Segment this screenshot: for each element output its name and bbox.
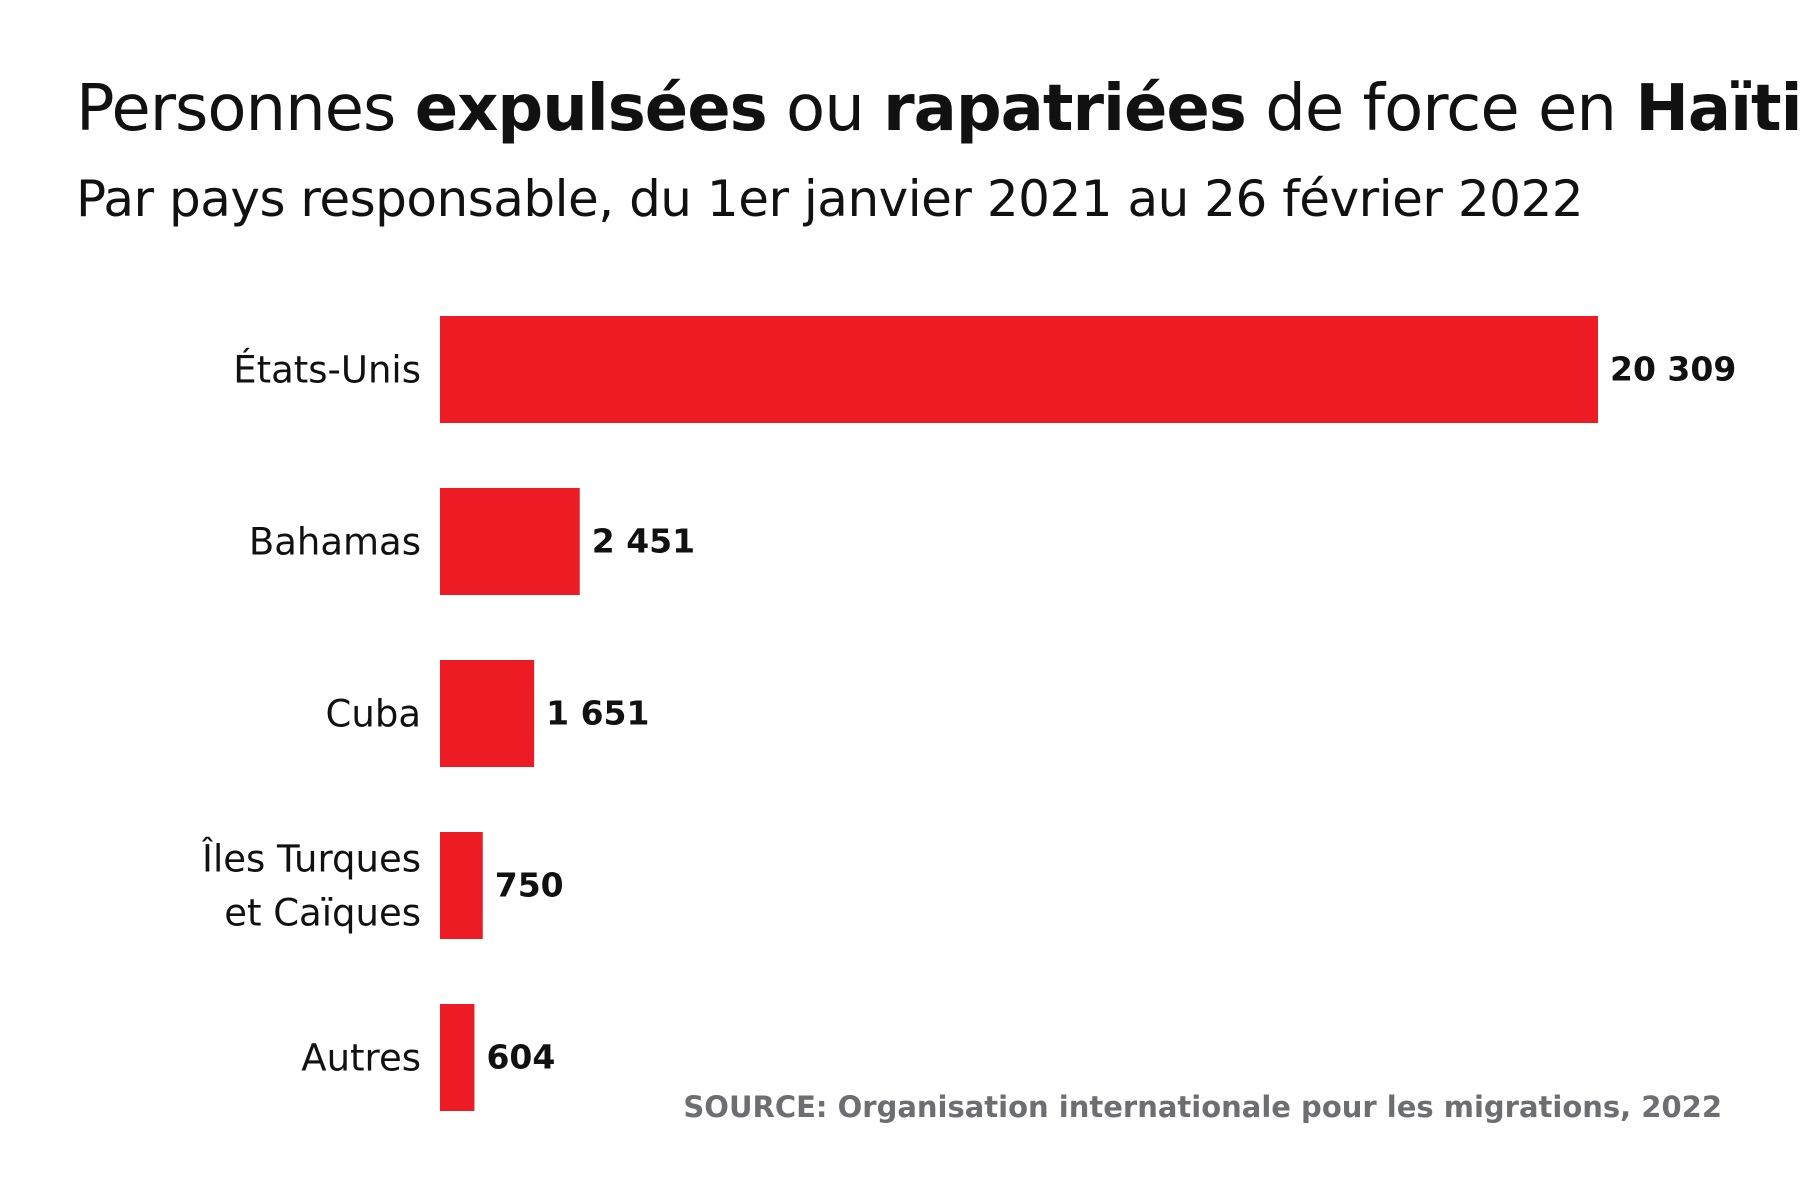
category-label: et Caïques [224, 892, 421, 935]
bar [440, 832, 483, 939]
category-label: Autres [301, 1037, 421, 1080]
category-label: États-Unis [233, 348, 421, 392]
bar [440, 1004, 475, 1111]
title-part: Haïti [1635, 72, 1800, 146]
title-part: Personnes [76, 72, 415, 146]
title-part: ou [766, 72, 884, 146]
title-part: expulsées [414, 72, 768, 146]
source-note: SOURCE: Organisation internationale pour… [683, 1090, 1722, 1124]
title-part: de force en [1245, 72, 1636, 146]
chart-subtitle: Par pays responsable, du 1er janvier 202… [76, 170, 1584, 228]
title-part: rapatriées [883, 72, 1247, 146]
value-label: 20 309 [1610, 350, 1736, 389]
chart-title: Personnes expulsées ou rapatriées de for… [76, 72, 1800, 146]
category-label: Bahamas [249, 521, 421, 564]
bar [440, 488, 580, 595]
value-label: 750 [495, 866, 564, 905]
category-label: Cuba [326, 693, 421, 736]
value-label: 604 [486, 1038, 555, 1077]
bar [440, 660, 535, 767]
value-label: 1 651 [546, 694, 649, 733]
bar [440, 316, 1598, 423]
category-label: Îles Turques [201, 837, 421, 881]
value-label: 2 451 [592, 522, 695, 561]
